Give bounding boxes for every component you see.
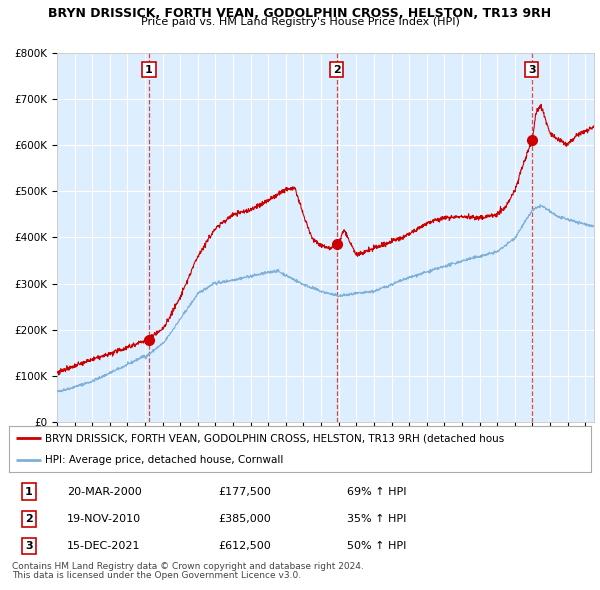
Text: Price paid vs. HM Land Registry's House Price Index (HPI): Price paid vs. HM Land Registry's House … [140, 17, 460, 27]
Text: 15-DEC-2021: 15-DEC-2021 [67, 541, 140, 551]
Text: 20-MAR-2000: 20-MAR-2000 [67, 487, 142, 497]
Text: £385,000: £385,000 [218, 514, 271, 524]
Text: £177,500: £177,500 [218, 487, 271, 497]
Text: 69% ↑ HPI: 69% ↑ HPI [347, 487, 406, 497]
Text: 3: 3 [528, 65, 535, 75]
Text: £612,500: £612,500 [218, 541, 271, 551]
Text: Contains HM Land Registry data © Crown copyright and database right 2024.: Contains HM Land Registry data © Crown c… [12, 562, 364, 571]
Text: 3: 3 [25, 541, 32, 551]
Text: 19-NOV-2010: 19-NOV-2010 [67, 514, 142, 524]
Text: 1: 1 [145, 65, 153, 75]
Text: 35% ↑ HPI: 35% ↑ HPI [347, 514, 406, 524]
Text: This data is licensed under the Open Government Licence v3.0.: This data is licensed under the Open Gov… [12, 571, 301, 580]
Text: 2: 2 [25, 514, 32, 524]
Text: BRYN DRISSICK, FORTH VEAN, GODOLPHIN CROSS, HELSTON, TR13 9RH: BRYN DRISSICK, FORTH VEAN, GODOLPHIN CRO… [49, 7, 551, 20]
Text: 1: 1 [25, 487, 32, 497]
Text: HPI: Average price, detached house, Cornwall: HPI: Average price, detached house, Corn… [45, 455, 283, 466]
Text: 2: 2 [333, 65, 341, 75]
Text: BRYN DRISSICK, FORTH VEAN, GODOLPHIN CROSS, HELSTON, TR13 9RH (detached hous: BRYN DRISSICK, FORTH VEAN, GODOLPHIN CRO… [45, 434, 505, 444]
Text: 50% ↑ HPI: 50% ↑ HPI [347, 541, 406, 551]
